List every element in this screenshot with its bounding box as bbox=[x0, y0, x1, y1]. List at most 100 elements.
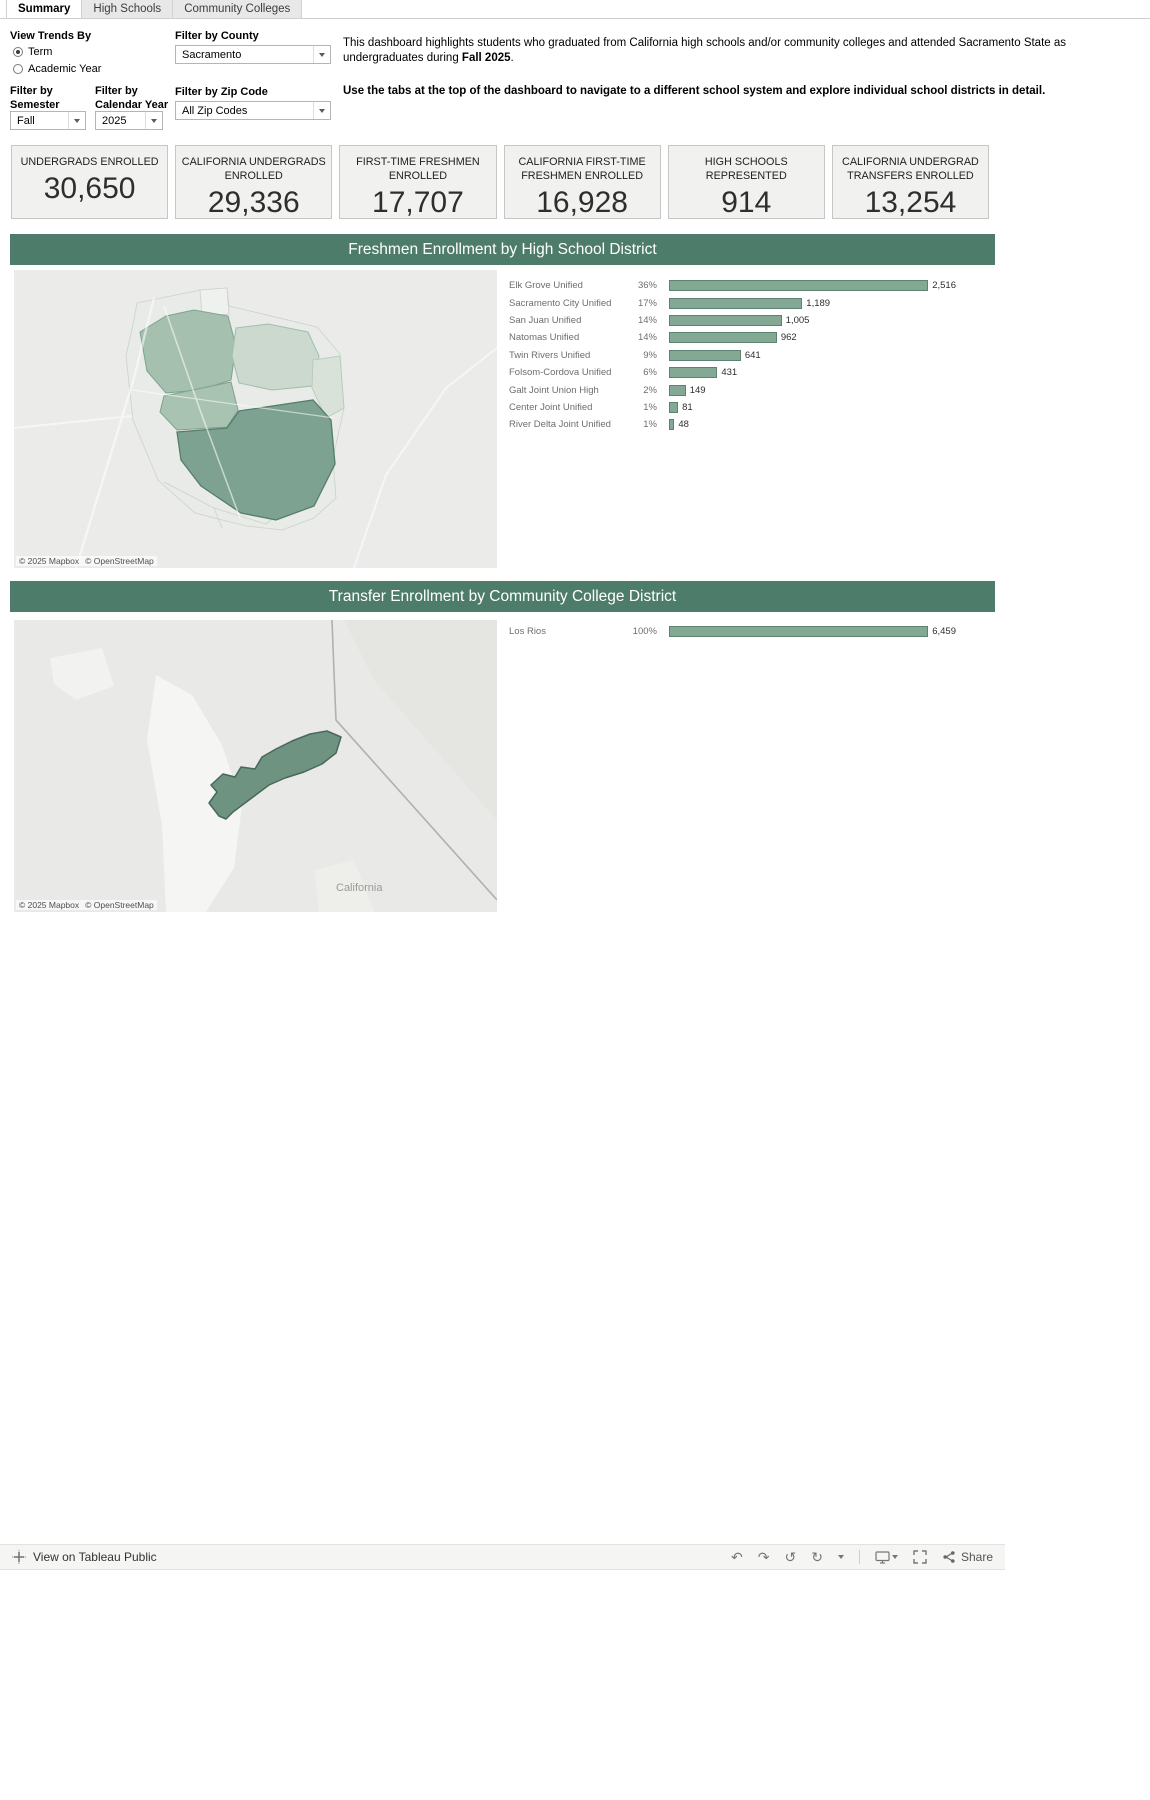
mapbox-attribution-link[interactable]: © 2025 Mapbox bbox=[19, 900, 80, 910]
bar[interactable] bbox=[669, 367, 718, 379]
autoplay-caret-icon[interactable] bbox=[837, 1555, 844, 1559]
share-button[interactable]: Share bbox=[942, 1550, 993, 1564]
state-border-line bbox=[331, 620, 497, 901]
value-label: 81 bbox=[682, 401, 693, 413]
radio-term-icon[interactable] bbox=[13, 47, 23, 57]
kpi-high-schools-represented: HIGH SCHOOLS REPRESENTED 914 bbox=[667, 145, 825, 219]
share-label: Share bbox=[960, 1550, 993, 1564]
kpi-title: FIRST-TIME FRESHMEN ENROLLED bbox=[356, 156, 480, 183]
north-district-shape[interactable] bbox=[199, 287, 230, 317]
district-label: Galt Joint Union High bbox=[509, 384, 599, 396]
redo-icon[interactable]: ↷ bbox=[757, 1549, 770, 1565]
bar[interactable] bbox=[669, 314, 782, 326]
kpi-title: HIGH SCHOOLS REPRESENTED bbox=[704, 156, 788, 183]
intro-paragraph-2: Use the tabs at the top of the dashboard… bbox=[343, 84, 1046, 97]
high-school-district-map[interactable]: © 2025 Mapbox © OpenStreetMap bbox=[14, 270, 497, 568]
district-label: River Delta Joint Unified bbox=[509, 419, 611, 431]
transfer-section-header: Transfer Enrollment by Community College… bbox=[10, 581, 995, 612]
district-label: Center Joint Unified bbox=[509, 401, 593, 413]
bar[interactable] bbox=[669, 332, 777, 344]
view-on-tableau-link[interactable]: View on Tableau Public bbox=[12, 1550, 157, 1564]
tableau-toolbar: View on Tableau Public ↶ ↷ ↺ ↻ bbox=[0, 1544, 1005, 1570]
tab-summary[interactable]: Summary bbox=[6, 0, 83, 18]
kpi-first-time-freshmen-enrolled: FIRST-TIME FRESHMEN ENROLLED 17,707 bbox=[339, 145, 497, 220]
osm-attribution-link[interactable]: © OpenStreetMap bbox=[85, 900, 154, 910]
bar[interactable] bbox=[669, 297, 803, 309]
kpi-california-first-time-freshmen-enrolled: CALIFORNIA FIRST-TIME FRESHMEN ENROLLED … bbox=[503, 145, 661, 219]
value-label: 1,005 bbox=[785, 314, 810, 326]
intro-p1-bold: Fall 2025 bbox=[461, 52, 511, 65]
intro-p1-before: This dashboard highlights students who g… bbox=[343, 37, 1067, 65]
bar-row: Galt Joint Union High 2% 149 bbox=[509, 381, 1005, 398]
value-label: 149 bbox=[689, 384, 706, 396]
county-dropdown[interactable]: Sacramento bbox=[175, 45, 331, 64]
california-state-label: California bbox=[336, 882, 383, 894]
semester-dropdown[interactable]: Fall bbox=[10, 111, 86, 130]
refresh-icon[interactable]: ↻ bbox=[811, 1549, 823, 1565]
device-layout-icon[interactable] bbox=[875, 1550, 898, 1564]
percent-label: 36% bbox=[637, 280, 657, 292]
percent-label: 17% bbox=[637, 297, 657, 309]
kpi-california-undergrad-transfers-enrolled: CALIFORNIA UNDERGRAD TRANSFERS ENROLLED … bbox=[831, 145, 990, 219]
tab-high-schools[interactable]: High Schools bbox=[82, 0, 174, 18]
percent-label: 2% bbox=[643, 384, 657, 396]
zip-dropdown-value: All Zip Codes bbox=[182, 104, 248, 117]
semester-filter-label-line1: Filter by bbox=[10, 85, 53, 97]
bar-row: Elk Grove Unified 36% 2,516 bbox=[509, 277, 1005, 294]
valley-patch bbox=[147, 675, 242, 912]
folsom-cordova-district-shape[interactable] bbox=[311, 355, 345, 419]
percent-label: 1% bbox=[643, 419, 657, 431]
undo-icon[interactable]: ↶ bbox=[731, 1549, 743, 1565]
radio-term-label: Term bbox=[28, 46, 53, 58]
mapbox-attribution-link[interactable]: © 2025 Mapbox bbox=[19, 556, 80, 566]
county-filter-label: Filter by County bbox=[175, 30, 259, 42]
percent-label: 14% bbox=[637, 314, 657, 326]
sheet-tabbar: Summary High Schools Community Colleges bbox=[0, 0, 1150, 19]
kpi-title: CALIFORNIA UNDERGRAD TRANSFERS ENROLLED bbox=[842, 156, 979, 183]
view-trends-label: View Trends By bbox=[10, 30, 92, 42]
fullscreen-icon[interactable] bbox=[913, 1550, 927, 1564]
replay-icon[interactable]: ↺ bbox=[784, 1549, 797, 1565]
bar-row: Natomas Unified 14% 962 bbox=[509, 329, 1005, 346]
district-label: San Juan Unified bbox=[509, 314, 582, 326]
district-boundary-line bbox=[213, 507, 223, 529]
community-college-district-map[interactable]: California © 2025 Mapbox © OpenStreetMap bbox=[14, 620, 497, 912]
toolbar-actions: ↶ ↷ ↺ ↻ bbox=[731, 1550, 993, 1564]
kpi-value: 17,707 bbox=[372, 186, 464, 220]
valley-patch bbox=[50, 648, 114, 700]
calendar-year-dropdown[interactable]: 2025 bbox=[95, 111, 163, 130]
bar[interactable] bbox=[669, 384, 686, 396]
bar[interactable] bbox=[669, 419, 675, 431]
freshmen-bar-chart: Elk Grove Unified 36% 2,516 Sacramento C… bbox=[509, 277, 1005, 434]
map-attribution: © 2025 Mapbox © OpenStreetMap bbox=[16, 556, 157, 566]
percent-label: 9% bbox=[643, 349, 657, 361]
bar[interactable] bbox=[669, 401, 679, 413]
value-label: 48 bbox=[678, 419, 689, 431]
zip-dropdown[interactable]: All Zip Codes bbox=[175, 101, 331, 120]
district-label: Elk Grove Unified bbox=[509, 280, 583, 292]
kpi-value: 29,336 bbox=[207, 186, 300, 220]
intro-paragraph-1: This dashboard highlights students who g… bbox=[343, 36, 1138, 67]
calendar-year-filter-label: Filter by Calendar Year bbox=[95, 85, 168, 113]
radio-academic-year-icon[interactable] bbox=[13, 64, 23, 74]
elk-grove-district-shape[interactable] bbox=[176, 399, 336, 521]
bar[interactable] bbox=[669, 349, 741, 361]
radio-academic-year[interactable]: Academic Year bbox=[13, 63, 101, 75]
bar-row: Twin Rivers Unified 9% 641 bbox=[509, 347, 1005, 364]
los-rios-district-shape[interactable] bbox=[208, 730, 342, 820]
osm-attribution-link[interactable]: © OpenStreetMap bbox=[85, 556, 154, 566]
radio-term[interactable]: Term bbox=[13, 46, 52, 58]
bar[interactable] bbox=[669, 280, 929, 292]
tab-community-colleges[interactable]: Community Colleges bbox=[173, 0, 303, 18]
bar-track: 962 bbox=[669, 332, 956, 344]
bar-row: Sacramento City Unified 17% 1,189 bbox=[509, 294, 1005, 311]
bar-track: 431 bbox=[669, 367, 956, 379]
chevron-down-icon bbox=[68, 112, 85, 129]
value-label: 1,189 bbox=[806, 297, 831, 309]
percent-label: 1% bbox=[643, 401, 657, 413]
calendar-year-label-line2: Calendar Year bbox=[95, 98, 169, 111]
bar-track: 1,005 bbox=[669, 314, 956, 326]
bar[interactable] bbox=[669, 626, 929, 638]
semester-filter-label-line2: Semester bbox=[10, 98, 60, 111]
san-juan-district-shape[interactable] bbox=[231, 323, 320, 391]
